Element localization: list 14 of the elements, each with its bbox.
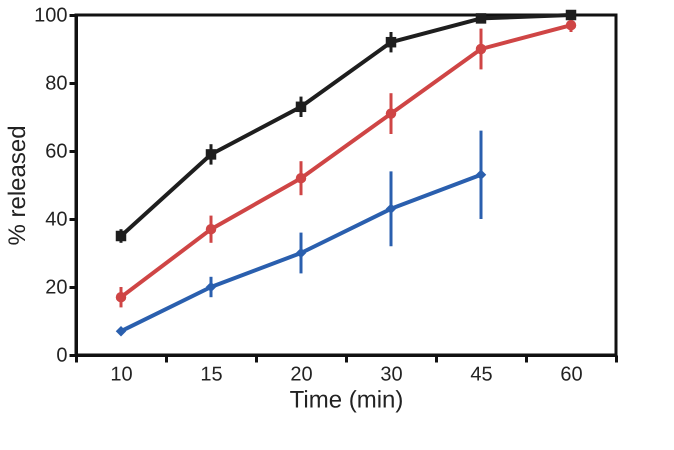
x-tick-label: 10 xyxy=(110,364,133,386)
x-tick-label: 45 xyxy=(470,364,493,386)
y-axis-title: % released xyxy=(4,125,32,246)
y-tick-label: 60 xyxy=(45,140,68,162)
y-tick-label: 100 xyxy=(34,4,68,26)
y-tick-label: 20 xyxy=(45,276,68,298)
x-tick-label: 60 xyxy=(560,364,583,386)
x-tick-label: 20 xyxy=(290,364,313,386)
x-axis-title: Time (min) xyxy=(290,386,404,414)
x-tick-label: 15 xyxy=(200,364,223,386)
y-tick-label: 0 xyxy=(56,344,68,366)
y-tick-label: 40 xyxy=(45,208,68,230)
y-tick-label: 80 xyxy=(45,72,68,94)
x-tick-label: 30 xyxy=(380,364,403,386)
